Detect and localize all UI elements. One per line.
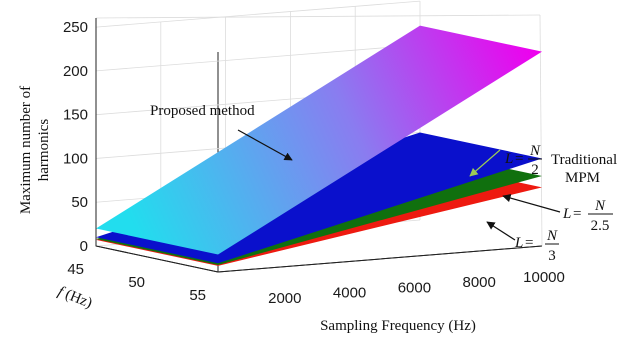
eq-1: = <box>515 151 523 167</box>
traditional-label-1: Traditional <box>551 152 617 168</box>
x-tick-4: 10000 <box>523 269 565 286</box>
proposed-method-label: Proposed method <box>150 103 255 119</box>
z-tick-5: 250 <box>63 19 88 36</box>
N-2: N <box>594 198 606 214</box>
y-tick-0: 45 <box>67 261 84 278</box>
L-symbol-3: L <box>514 235 523 251</box>
den-2: 2.5 <box>591 218 610 234</box>
z-tick-4: 200 <box>63 63 88 80</box>
x-tick-2: 6000 <box>398 279 431 296</box>
den-1: 2 <box>531 162 539 178</box>
den-3: 3 <box>548 248 556 264</box>
eq-3: = <box>525 235 533 251</box>
z-tick-2: 100 <box>63 150 88 167</box>
y-tick-1: 50 <box>128 274 145 291</box>
x-tick-3: 8000 <box>463 274 496 291</box>
arrow-2.5 <box>503 196 560 212</box>
z-tick-1: 50 <box>71 194 88 211</box>
arrow-3 <box>487 222 515 240</box>
z-axis-label: Maximum number of harmonics <box>18 86 52 214</box>
z-tick-0: 0 <box>80 238 88 255</box>
y-tick-2: 55 <box>189 287 206 304</box>
x-axis-label: Sampling Frequency (Hz) <box>320 318 476 334</box>
y-axis-label-unit: (Hz) <box>59 285 94 312</box>
x-tick-1: 4000 <box>333 285 366 302</box>
z-label-line-1: Maximum number of <box>18 86 34 214</box>
N-1: N <box>529 143 541 159</box>
eq-2: = <box>573 206 581 222</box>
x-tick-0: 2000 <box>268 290 301 307</box>
grid-z-5 <box>96 1 420 27</box>
L-symbol-1: L <box>504 151 513 167</box>
traditional-label-2: MPM <box>565 170 600 186</box>
surfaces <box>96 26 542 266</box>
z-tick-3: 150 <box>63 107 88 124</box>
N-3: N <box>546 228 558 244</box>
z-label-line-2: harmonics <box>36 119 52 182</box>
y-axis-label: f (Hz) <box>56 284 95 312</box>
L-symbol-2: L <box>562 206 571 222</box>
label-L-N-2.5: L = N 2.5 <box>562 198 613 234</box>
